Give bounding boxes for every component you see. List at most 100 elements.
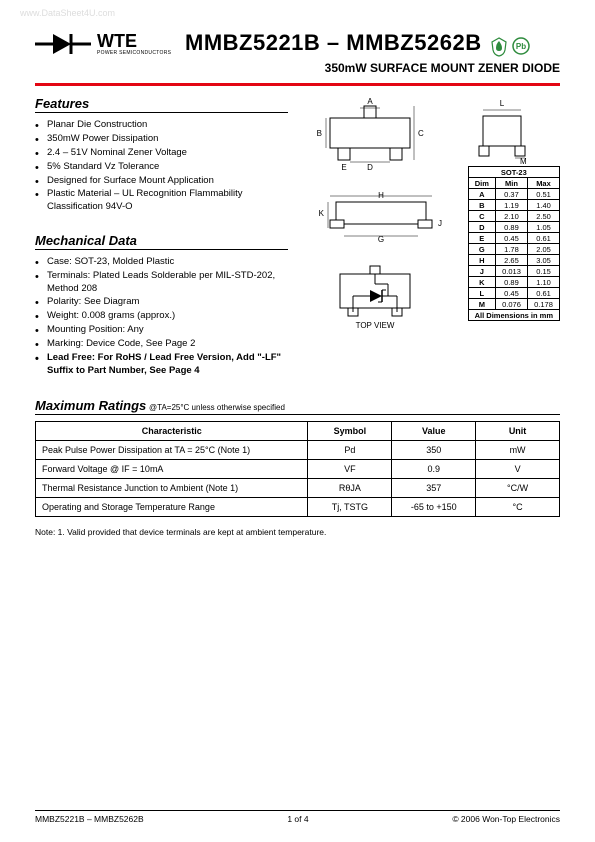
dim-table-header: SOT-23 bbox=[468, 167, 559, 178]
red-divider bbox=[35, 83, 560, 86]
title-block: MMBZ5221B – MMBZ5262B Pb 350mW SURFACE M… bbox=[185, 30, 560, 79]
table-cell: C bbox=[468, 211, 495, 222]
col-header: Unit bbox=[476, 422, 560, 441]
brand-sub: POWER SEMICONDUCTORS bbox=[97, 50, 171, 56]
table-cell: 2.50 bbox=[527, 211, 559, 222]
table-cell: 0.61 bbox=[527, 233, 559, 244]
diode-logo-icon bbox=[35, 30, 93, 58]
table-cell: 1.78 bbox=[495, 244, 527, 255]
footer-right: © 2006 Won-Top Electronics bbox=[452, 814, 560, 824]
table-cell: -65 to +150 bbox=[392, 498, 476, 517]
list-item: Planar Die Construction bbox=[47, 119, 288, 132]
list-item: Designed for Surface Mount Application bbox=[47, 175, 288, 188]
table-cell: 0.89 bbox=[495, 222, 527, 233]
svg-text:M: M bbox=[520, 157, 527, 166]
table-cell: VF bbox=[308, 460, 392, 479]
svg-text:J: J bbox=[438, 219, 442, 228]
list-item: Terminals: Plated Leads Solderable per M… bbox=[47, 270, 288, 296]
table-cell: 0.61 bbox=[527, 288, 559, 299]
table-cell: 1.40 bbox=[527, 200, 559, 211]
svg-text:Pb: Pb bbox=[516, 42, 526, 51]
diagrams-column: A B C E D L M bbox=[300, 96, 560, 378]
table-cell: Pd bbox=[308, 441, 392, 460]
table-cell: 0.51 bbox=[527, 189, 559, 200]
table-cell: Peak Pulse Power Dissipation at TA = 25°… bbox=[36, 441, 308, 460]
table-cell: A bbox=[468, 189, 495, 200]
max-ratings-table: Characteristic Symbol Value Unit Peak Pu… bbox=[35, 421, 560, 517]
table-cell: J bbox=[468, 266, 495, 277]
pb-free-icon: Pb bbox=[512, 37, 530, 55]
header: WTE POWER SEMICONDUCTORS MMBZ5221B – MMB… bbox=[35, 30, 560, 79]
list-item: Mounting Position: Any bbox=[47, 324, 288, 337]
col-header: Dim bbox=[468, 178, 495, 189]
svg-text:E: E bbox=[341, 163, 346, 172]
features-title: Features bbox=[35, 96, 288, 113]
subtitle: 350mW SURFACE MOUNT ZENER DIODE bbox=[185, 61, 560, 75]
table-cell: 2.05 bbox=[527, 244, 559, 255]
table-cell: 0.89 bbox=[495, 277, 527, 288]
col-header: Value bbox=[392, 422, 476, 441]
table-cell: 2.10 bbox=[495, 211, 527, 222]
table-cell: 0.15 bbox=[527, 266, 559, 277]
table-cell: L bbox=[468, 288, 495, 299]
footer-center: 1 of 4 bbox=[287, 814, 308, 824]
part-number: MMBZ5221B – MMBZ5262B bbox=[185, 30, 482, 55]
table-cell: 0.45 bbox=[495, 288, 527, 299]
table-cell: 0.45 bbox=[495, 233, 527, 244]
table-cell: 2.65 bbox=[495, 255, 527, 266]
table-cell: 357 bbox=[392, 479, 476, 498]
table-cell: °C/W bbox=[476, 479, 560, 498]
table-cell: K bbox=[468, 277, 495, 288]
table-cell: 0.076 bbox=[495, 299, 527, 310]
table-cell: °C bbox=[476, 498, 560, 517]
col-header: Min bbox=[495, 178, 527, 189]
table-cell: H bbox=[468, 255, 495, 266]
list-item: 350mW Power Dissipation bbox=[47, 133, 288, 146]
svg-text:C: C bbox=[418, 129, 424, 138]
table-cell: V bbox=[476, 460, 560, 479]
table-cell: Operating and Storage Temperature Range bbox=[36, 498, 308, 517]
svg-text:B: B bbox=[317, 129, 322, 138]
watermark: www.DataSheet4U.com bbox=[20, 8, 115, 18]
list-item: Weight: 0.008 grams (approx.) bbox=[47, 310, 288, 323]
svg-text:D: D bbox=[367, 163, 373, 172]
list-item: Plastic Material – UL Recognition Flamma… bbox=[47, 188, 288, 214]
table-cell: 0.013 bbox=[495, 266, 527, 277]
list-item: 2.4 – 51V Nominal Zener Voltage bbox=[47, 147, 288, 160]
table-cell: 0.178 bbox=[527, 299, 559, 310]
svg-text:H: H bbox=[378, 191, 384, 200]
table-cell: Thermal Resistance Junction to Ambient (… bbox=[36, 479, 308, 498]
compliance-badges: Pb bbox=[490, 37, 530, 57]
list-item-bold: Lead Free: For RoHS / Lead Free Version,… bbox=[47, 352, 288, 378]
max-ratings-title: Maximum Ratings bbox=[35, 398, 146, 413]
table-cell: G bbox=[468, 244, 495, 255]
mechanical-title: Mechanical Data bbox=[35, 233, 288, 250]
table-cell: 0.37 bbox=[495, 189, 527, 200]
list-item: 5% Standard Vz Tolerance bbox=[47, 161, 288, 174]
dim-table-footer: All Dimensions in mm bbox=[468, 310, 559, 321]
table-cell: 3.05 bbox=[527, 255, 559, 266]
col-header: Max bbox=[527, 178, 559, 189]
list-item: Polarity: See Diagram bbox=[47, 296, 288, 309]
footnote: Note: 1. Valid provided that device term… bbox=[35, 527, 560, 537]
list-item: Case: SOT-23, Molded Plastic bbox=[47, 256, 288, 269]
page-footer: MMBZ5221B – MMBZ5262B 1 of 4 © 2006 Won-… bbox=[35, 810, 560, 824]
left-column: Features Planar Die Construction 350mW P… bbox=[35, 96, 288, 378]
col-header: Characteristic bbox=[36, 422, 308, 441]
table-cell: Forward Voltage @ IF = 10mA bbox=[36, 460, 308, 479]
mechanical-list: Case: SOT-23, Molded Plastic Terminals: … bbox=[35, 256, 288, 377]
svg-text:TOP VIEW: TOP VIEW bbox=[356, 321, 395, 330]
svg-text:G: G bbox=[378, 235, 384, 244]
table-cell: mW bbox=[476, 441, 560, 460]
logo-block: WTE POWER SEMICONDUCTORS bbox=[35, 30, 175, 58]
list-item: Marking: Device Code, See Page 2 bbox=[47, 338, 288, 351]
col-header: Symbol bbox=[308, 422, 392, 441]
table-cell: Tj, TSTG bbox=[308, 498, 392, 517]
table-cell: 1.19 bbox=[495, 200, 527, 211]
table-cell: 0.9 bbox=[392, 460, 476, 479]
footer-left: MMBZ5221B – MMBZ5262B bbox=[35, 814, 144, 824]
table-cell: E bbox=[468, 233, 495, 244]
features-list: Planar Die Construction 350mW Power Diss… bbox=[35, 119, 288, 214]
dimension-table: SOT-23 Dim Min Max A0.370.51B1.191.40C2.… bbox=[468, 166, 560, 321]
table-cell: RθJA bbox=[308, 479, 392, 498]
